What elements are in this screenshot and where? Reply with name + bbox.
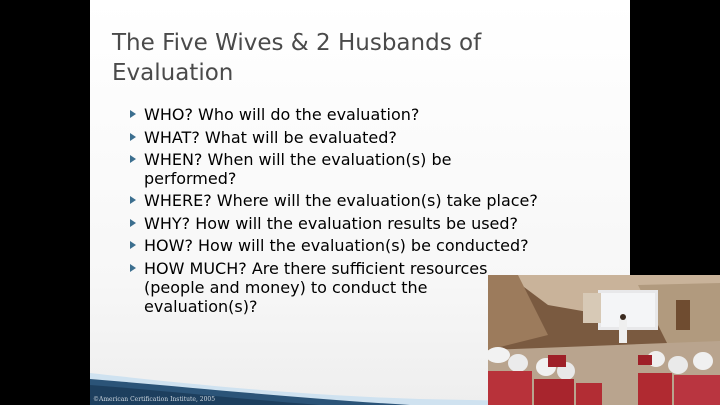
bullet-item: WHEN? When will the evaluation(s) be perf… bbox=[128, 150, 598, 188]
bullet-item: WHERE? Where will the evaluation(s) take… bbox=[128, 191, 598, 210]
slide-title-line2: Evaluation bbox=[112, 60, 234, 86]
presentation-slide: The Five Wives & 2 Husbands of Evaluatio… bbox=[90, 0, 630, 405]
bullet-item: HOW? How will the evaluation(s) be condu… bbox=[128, 236, 598, 255]
classroom-video-icon bbox=[488, 275, 720, 405]
slide-title: The Five Wives & 2 Husbands of Evaluatio… bbox=[112, 28, 612, 88]
decorative-wave bbox=[90, 373, 630, 405]
webcam-feed[interactable] bbox=[488, 275, 720, 405]
bullet-arrow-icon bbox=[130, 218, 136, 227]
bullet-item: WHAT? What will be evaluated? bbox=[128, 128, 598, 147]
bullet-item: HOW MUCH? Are there sufficient resources… bbox=[128, 259, 598, 316]
bullet-arrow-icon bbox=[130, 155, 136, 163]
bullet-arrow-icon bbox=[130, 263, 136, 272]
bullet-list: WHO? Who will do the evaluation? WHAT? W… bbox=[128, 105, 598, 319]
wave-darkest-band bbox=[90, 385, 320, 405]
bullet-arrow-icon bbox=[130, 241, 136, 249]
slide-title-line1: The Five Wives & 2 Husbands of bbox=[112, 30, 482, 56]
bullet-arrow-icon bbox=[130, 110, 136, 118]
bullet-arrow-icon bbox=[130, 132, 136, 141]
bullet-item: WHY? How will the evaluation results be … bbox=[128, 214, 598, 233]
bullet-arrow-icon bbox=[130, 196, 136, 204]
copyright-text: ©American Certification Institute, 2005 bbox=[93, 396, 216, 403]
bullet-item: WHO? Who will do the evaluation? bbox=[128, 105, 598, 124]
